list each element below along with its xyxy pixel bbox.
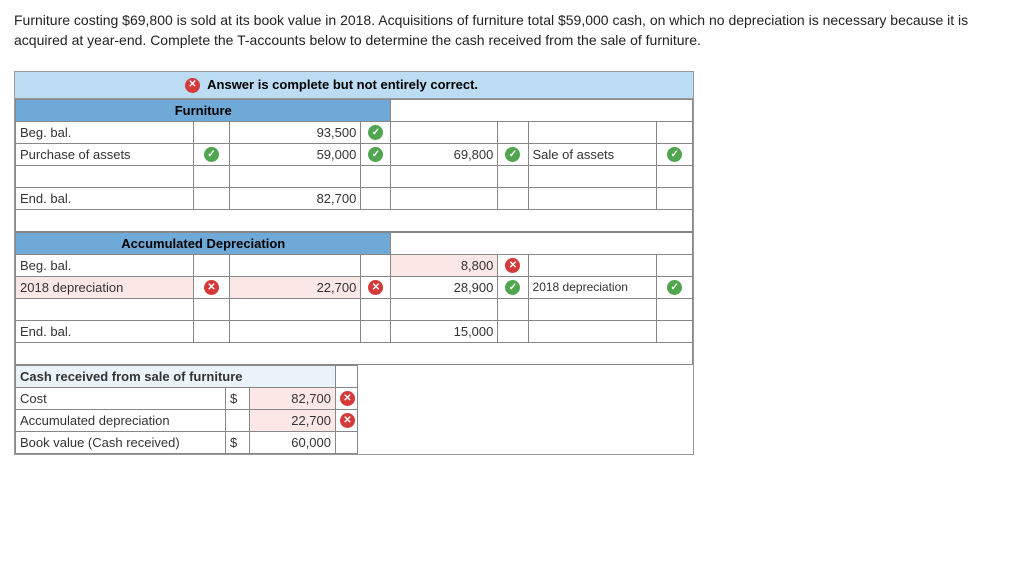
furniture-beg-debit[interactable]: 93,500 <box>229 121 361 143</box>
end-bal-label: End. bal. <box>16 187 194 209</box>
depr-right-label[interactable]: 2018 depreciation <box>528 276 657 298</box>
furniture-table: Furniture Beg. bal. 93,500 ✓ Purchase of… <box>15 99 693 232</box>
check-icon: ✓ <box>204 147 219 162</box>
x-icon: ✕ <box>505 258 520 273</box>
furniture-header: Furniture <box>16 99 391 121</box>
accum-end-label: End. bal. <box>16 320 194 342</box>
table-row: Book value (Cash received) $ 60,000 <box>16 431 693 453</box>
depr-left-label[interactable]: 2018 depreciation <box>16 276 194 298</box>
table-row: End. bal. 15,000 <box>16 320 693 342</box>
check-icon: ✓ <box>667 147 682 162</box>
check-icon: ✓ <box>368 125 383 140</box>
cost-label: Cost <box>16 387 226 409</box>
answer-container: ✕ Answer is complete but not entirely co… <box>14 71 694 455</box>
table-row: 2018 depreciation ✕ 22,700 ✕ 28,900 ✓ 20… <box>16 276 693 298</box>
table-row: Accumulated depreciation 22,700 ✕ <box>16 409 693 431</box>
cash-received-table: Cash received from sale of furniture Cos… <box>15 365 693 454</box>
x-icon: ✕ <box>204 280 219 295</box>
table-row: Purchase of assets ✓ 59,000 ✓ 69,800 ✓ S… <box>16 143 693 165</box>
accum-beg-credit[interactable]: 8,800 <box>391 254 498 276</box>
check-icon: ✓ <box>667 280 682 295</box>
accum-header: Accumulated Depreciation <box>16 232 391 254</box>
sale-label[interactable]: Sale of assets <box>528 143 657 165</box>
table-row <box>16 298 693 320</box>
table-row: End. bal. 82,700 <box>16 187 693 209</box>
table-row: Beg. bal. 93,500 ✓ <box>16 121 693 143</box>
check-icon: ✓ <box>505 147 520 162</box>
check-icon: ✓ <box>368 147 383 162</box>
table-row: Beg. bal. 8,800 ✕ <box>16 254 693 276</box>
status-bar: ✕ Answer is complete but not entirely co… <box>15 72 693 99</box>
x-icon: ✕ <box>368 280 383 295</box>
check-icon: ✓ <box>505 280 520 295</box>
status-wrong-icon: ✕ <box>185 78 200 93</box>
accdep-value[interactable]: 22,700 <box>250 409 336 431</box>
x-icon: ✕ <box>340 413 355 428</box>
accum-beg-label: Beg. bal. <box>16 254 194 276</box>
table-row <box>16 342 693 364</box>
purchase-debit[interactable]: 59,000 <box>229 143 361 165</box>
status-text: Answer is complete but not entirely corr… <box>207 77 478 92</box>
dollar-sign: $ <box>226 431 250 453</box>
depr-debit[interactable]: 22,700 <box>229 276 361 298</box>
depr-credit[interactable]: 28,900 <box>391 276 498 298</box>
table-row <box>16 165 693 187</box>
table-row: Cost $ 82,700 ✕ <box>16 387 693 409</box>
furniture-end-debit: 82,700 <box>229 187 361 209</box>
beg-bal-label: Beg. bal. <box>16 121 194 143</box>
cash-header: Cash received from sale of furniture <box>16 365 336 387</box>
purchase-label[interactable]: Purchase of assets <box>16 143 194 165</box>
book-value: 60,000 <box>250 431 336 453</box>
accum-end-credit: 15,000 <box>391 320 498 342</box>
sale-credit[interactable]: 69,800 <box>391 143 498 165</box>
table-row <box>16 209 693 231</box>
question-text: Furniture costing $69,800 is sold at its… <box>14 10 1010 51</box>
accum-depr-table: Accumulated Depreciation Beg. bal. 8,800… <box>15 232 693 365</box>
accdep-label: Accumulated depreciation <box>16 409 226 431</box>
cost-value[interactable]: 82,700 <box>250 387 336 409</box>
dollar-sign: $ <box>226 387 250 409</box>
book-label: Book value (Cash received) <box>16 431 226 453</box>
x-icon: ✕ <box>340 391 355 406</box>
